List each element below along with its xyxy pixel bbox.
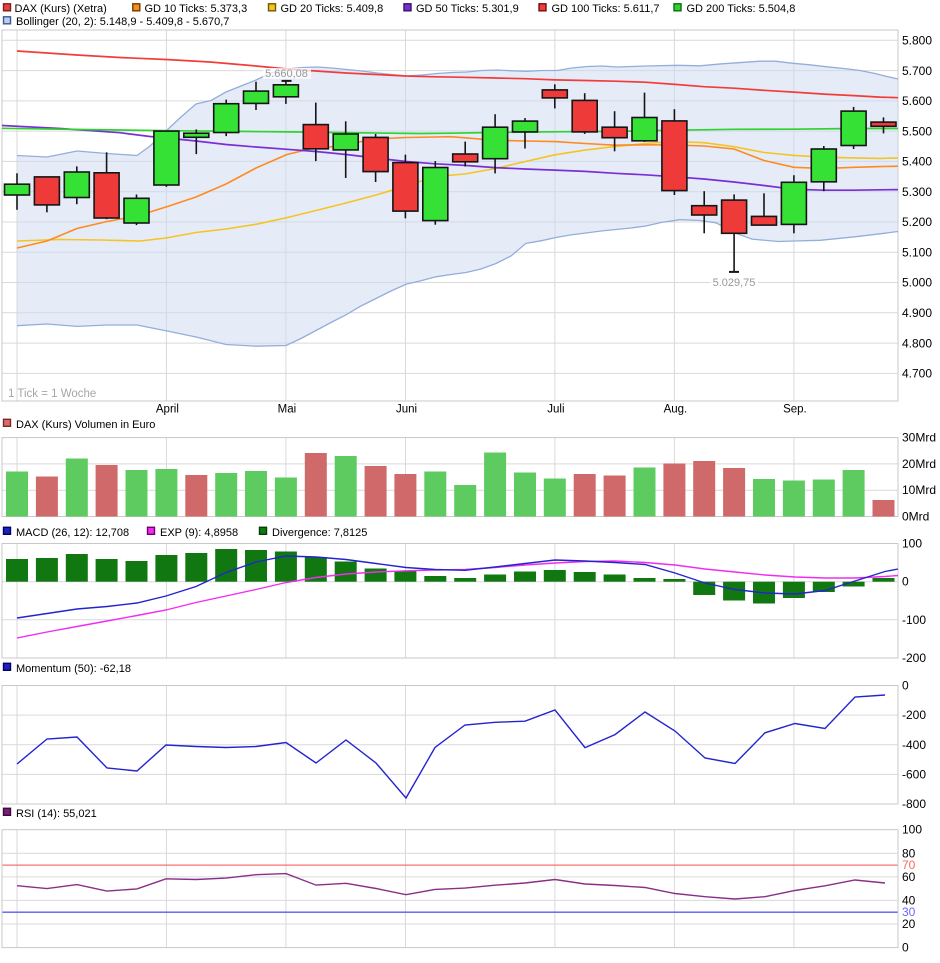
svg-text:4.700: 4.700 (902, 367, 932, 381)
svg-text:30Mrd: 30Mrd (902, 431, 936, 445)
svg-text:-200: -200 (902, 708, 926, 722)
svg-text:40: 40 (902, 893, 916, 907)
svg-text:-800: -800 (902, 797, 926, 811)
svg-text:MACD (26, 12): 12,708: MACD (26, 12): 12,708 (16, 527, 129, 539)
svg-text:1 Tick = 1 Woche: 1 Tick = 1 Woche (8, 388, 96, 400)
svg-text:Mai: Mai (278, 404, 297, 416)
svg-text:5.000: 5.000 (902, 276, 932, 290)
svg-text:EXP (9): 4,8958: EXP (9): 4,8958 (160, 527, 238, 539)
svg-text:20Mrd: 20Mrd (902, 457, 936, 471)
svg-text:Aug.: Aug. (664, 404, 688, 416)
svg-text:Divergence: 7,8125: Divergence: 7,8125 (272, 527, 367, 539)
svg-text:0Mrd: 0Mrd (902, 510, 929, 524)
svg-text:Sep.: Sep. (783, 404, 807, 416)
svg-text:GD 10 Ticks: 5.373,3: GD 10 Ticks: 5.373,3 (145, 3, 248, 15)
svg-text:80: 80 (902, 846, 916, 860)
svg-text:-400: -400 (902, 738, 926, 752)
svg-text:GD 100 Ticks: 5.611,7: GD 100 Ticks: 5.611,7 (552, 3, 660, 15)
svg-text:Juli: Juli (547, 404, 564, 416)
svg-text:5.700: 5.700 (902, 64, 932, 78)
svg-text:-200: -200 (902, 651, 926, 665)
svg-text:GD 20 Ticks: 5.409,8: GD 20 Ticks: 5.409,8 (281, 3, 384, 15)
svg-text:April: April (156, 404, 179, 416)
svg-text:5.800: 5.800 (902, 34, 932, 48)
svg-text:30: 30 (902, 905, 916, 919)
svg-text:-100: -100 (902, 613, 926, 627)
svg-text:5.400: 5.400 (902, 155, 932, 169)
svg-text:60: 60 (902, 870, 916, 884)
svg-text:5.660,08: 5.660,08 (265, 68, 308, 80)
svg-text:Momentum (50): -62,18: Momentum (50): -62,18 (16, 663, 131, 675)
svg-text:10Mrd: 10Mrd (902, 483, 936, 497)
svg-text:5.100: 5.100 (902, 246, 932, 260)
svg-text:RSI (14): 55,021: RSI (14): 55,021 (16, 808, 97, 820)
svg-text:0: 0 (902, 575, 909, 589)
svg-text:5.300: 5.300 (902, 185, 932, 199)
svg-text:DAX (Kurs) (Xetra): DAX (Kurs) (Xetra) (15, 3, 107, 15)
svg-text:20: 20 (902, 917, 916, 931)
svg-text:4.800: 4.800 (902, 336, 932, 350)
svg-text:GD 200 Ticks: 5.504,8: GD 200 Ticks: 5.504,8 (687, 3, 796, 15)
svg-text:Bollinger (20, 2): 5.148,9 - 5: Bollinger (20, 2): 5.148,9 - 5.409,8 - 5… (16, 16, 229, 28)
svg-text:DAX (Kurs) Volumen in Euro: DAX (Kurs) Volumen in Euro (16, 419, 155, 431)
svg-text:GD 50 Ticks: 5.301,9: GD 50 Ticks: 5.301,9 (416, 3, 519, 15)
svg-text:5.200: 5.200 (902, 215, 932, 229)
svg-text:0: 0 (902, 941, 909, 955)
svg-text:5.029,75: 5.029,75 (713, 277, 756, 289)
svg-text:5.600: 5.600 (902, 94, 932, 108)
svg-text:100: 100 (902, 537, 922, 551)
svg-text:100: 100 (902, 823, 922, 837)
svg-text:4.900: 4.900 (902, 306, 932, 320)
svg-text:Juni: Juni (396, 404, 417, 416)
svg-text:-600: -600 (902, 767, 926, 781)
svg-text:5.500: 5.500 (902, 124, 932, 138)
svg-text:70: 70 (902, 858, 916, 872)
svg-text:0: 0 (902, 679, 909, 693)
